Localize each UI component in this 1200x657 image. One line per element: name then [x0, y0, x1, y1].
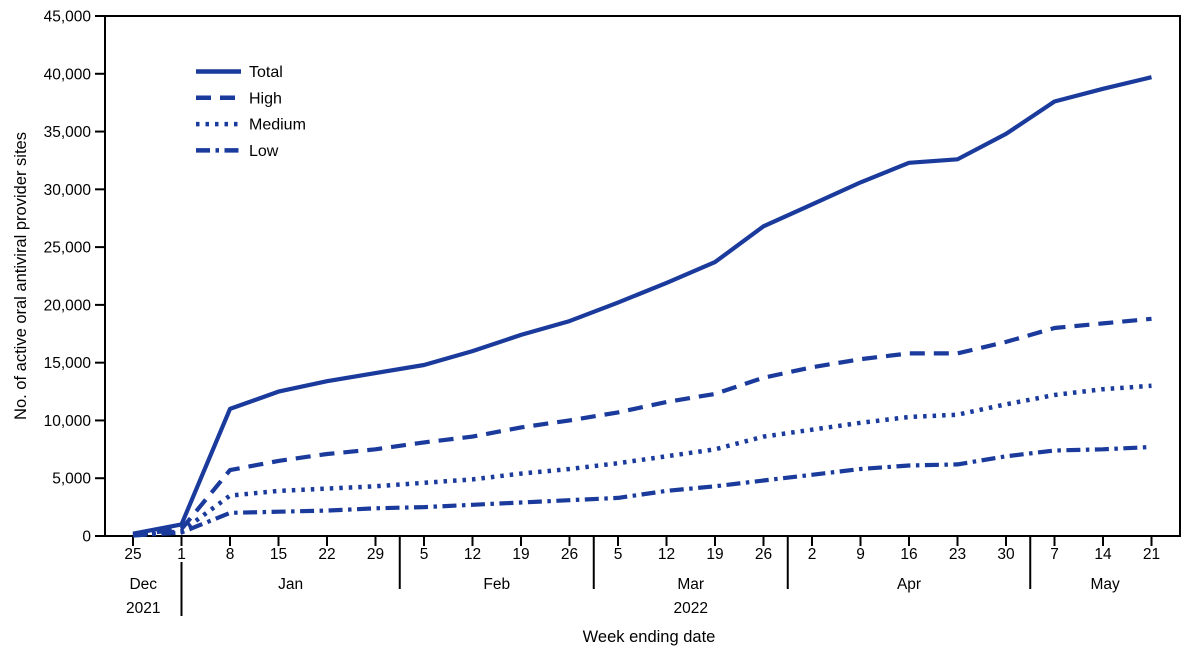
- x-tick-label: 2: [808, 546, 817, 563]
- month-label-mar: Mar: [677, 576, 704, 593]
- month-label-jan: Jan: [278, 576, 303, 593]
- y-axis-title: No. of active oral antiviral provider si…: [12, 132, 30, 420]
- x-tick-label: 19: [706, 546, 723, 563]
- year-label-2022: 2022: [674, 600, 708, 617]
- y-tick-label: 30,000: [44, 182, 92, 199]
- x-tick-label: 21: [1143, 546, 1160, 563]
- x-tick-label: 29: [367, 546, 384, 563]
- x-tick-label: 5: [614, 546, 623, 563]
- x-tick-label: 26: [755, 546, 772, 563]
- x-tick-label: 26: [561, 546, 578, 563]
- month-label-may: May: [1090, 576, 1120, 593]
- x-tick-label: 16: [900, 546, 917, 563]
- series-lines: [132, 75, 1152, 538]
- x-tick-label: 9: [856, 546, 865, 563]
- legend: Total High Medium Low: [196, 64, 306, 160]
- y-tick-label: 25,000: [44, 240, 92, 257]
- month-label-feb: Feb: [483, 576, 510, 593]
- x-axis-title: Week ending date: [583, 628, 716, 646]
- x-tick-label: 8: [226, 546, 235, 563]
- plot-border: [104, 15, 1181, 537]
- x-tick-label: 1: [177, 546, 186, 563]
- legend-label-total: Total: [249, 64, 283, 81]
- legend-item-medium: Medium: [196, 117, 306, 134]
- y-tick-label: 20,000: [44, 297, 92, 314]
- y-tick-label: 45,000: [44, 9, 92, 26]
- y-tick-label: 40,000: [44, 66, 92, 83]
- legend-item-high: High: [196, 90, 282, 107]
- y-tick-label: 5,000: [52, 471, 91, 488]
- x-tick-label: 7: [1050, 546, 1059, 563]
- series-line-medium: [132, 383, 1152, 538]
- x-tick-label: 25: [124, 546, 141, 563]
- y-tick-label: 15,000: [44, 355, 92, 372]
- y-tick-label: 10,000: [44, 413, 92, 430]
- x-tick-label: 14: [1094, 546, 1112, 563]
- x-tick-label: 5: [420, 546, 429, 563]
- year-label-2021: 2021: [126, 600, 160, 617]
- y-tick-label: 0: [82, 529, 91, 546]
- x-tick-label: 22: [318, 546, 335, 563]
- legend-label-high: High: [249, 90, 282, 107]
- legend-label-medium: Medium: [249, 117, 306, 134]
- x-tick-label: 19: [512, 546, 529, 563]
- month-label-apr: Apr: [897, 576, 921, 593]
- x-tick-label: 30: [997, 546, 1015, 563]
- month-label-dec: Dec: [129, 576, 157, 593]
- legend-item-total: Total: [196, 64, 283, 81]
- y-tick-label: 35,000: [44, 124, 92, 141]
- x-tick-label: 23: [949, 546, 966, 563]
- series-line-total: [132, 75, 1152, 536]
- legend-item-low: Low: [196, 143, 279, 160]
- legend-label-low: Low: [249, 143, 279, 160]
- series-line-low: [132, 444, 1152, 538]
- x-tick-label: 15: [270, 546, 287, 563]
- x-tick-label: 12: [464, 546, 481, 563]
- plot-area: 0 5,000 10,000 15,000 20,000 25,000 30,000 35,0…: [44, 9, 1181, 617]
- x-tick-label: 12: [658, 546, 675, 563]
- series-line-high: [132, 316, 1152, 537]
